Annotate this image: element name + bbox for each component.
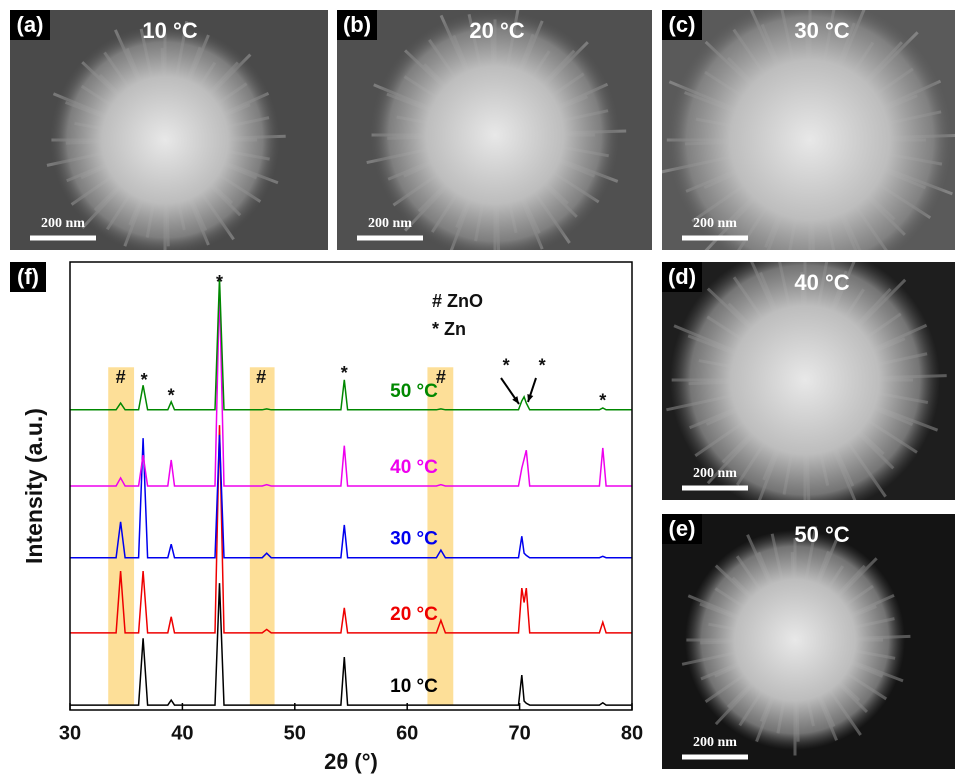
series-label: 50 °C (390, 381, 438, 402)
xrd-pattern (70, 278, 632, 410)
temperature: 50 °C (794, 522, 849, 547)
xrd-pattern (70, 583, 632, 705)
temperature: 10 °C (142, 18, 197, 43)
annotation: * (216, 272, 223, 292)
panel-label: (d) (668, 264, 696, 289)
annotation: * (539, 356, 546, 376)
panel-label: (b) (343, 12, 371, 37)
panel-label: (f) (17, 264, 39, 289)
scale-label: 200 nm (41, 216, 85, 231)
annotation: * (599, 391, 606, 411)
x-axis-label: 2θ (°) (324, 749, 378, 774)
panel-label: (e) (669, 516, 696, 541)
sem-image: (a) 10 °C 200 nm (10, 10, 328, 261)
sem-image: (e) 50 °C 200 nm (662, 514, 955, 769)
scale-label: 200 nm (693, 735, 737, 750)
legend-text: # ZnO (432, 291, 483, 311)
legend-text: * Zn (432, 319, 466, 339)
series-label: 10 °C (390, 676, 438, 697)
x-tick-label: 30 (59, 722, 81, 744)
scale-label: 200 nm (693, 466, 737, 481)
sem-image: (d) 40 °C 200 nm (662, 241, 955, 522)
series-label: 20 °C (390, 604, 438, 625)
sem-image: (c) 30 °C 200 nm (661, 0, 962, 292)
temperature: 40 °C (794, 270, 849, 295)
annotation: * (141, 370, 148, 390)
xrd-pattern (70, 435, 632, 558)
flower (685, 530, 905, 750)
x-tick-label: 50 (284, 722, 306, 744)
scale-label: 200 nm (693, 216, 737, 231)
sem-image: (b) 20 °C 200 nm (337, 6, 652, 266)
highlight-band (250, 367, 275, 705)
x-tick-label: 80 (621, 722, 643, 744)
panel-label: (a) (17, 12, 44, 37)
annotation: * (341, 363, 348, 383)
annotation: # (256, 367, 266, 387)
annotation: # (116, 367, 126, 387)
scale-label: 200 nm (368, 216, 412, 231)
x-tick-label: 60 (396, 722, 418, 744)
figure: (a) 10 °C 200 nm (b) 20 °C 200 nm (c) 30 °C 200 … (0, 0, 966, 779)
xrd-pattern (70, 288, 632, 486)
x-tick-label: 40 (171, 722, 193, 744)
image-content (661, 0, 962, 292)
arrow-head (527, 394, 533, 402)
panel-label: (c) (669, 12, 696, 37)
annotation: # (436, 367, 446, 387)
annotation: * (503, 356, 510, 376)
x-tick-label: 70 (508, 722, 530, 744)
xrd-pattern (70, 425, 632, 633)
highlight-band (108, 367, 134, 705)
series-label: 40 °C (390, 457, 438, 478)
temperature: 20 °C (469, 18, 524, 43)
annotation: * (168, 386, 175, 406)
temperature: 30 °C (794, 18, 849, 43)
series-label: 30 °C (390, 529, 438, 550)
image-content (662, 514, 955, 769)
y-axis-label: Intensity (a.u.) (21, 408, 47, 564)
